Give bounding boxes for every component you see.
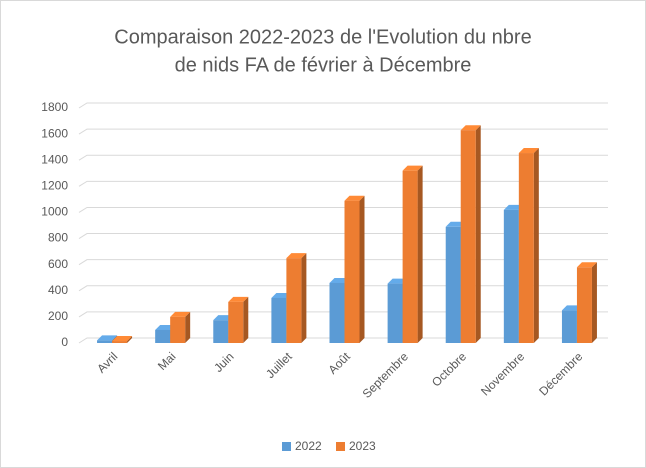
chart-title: de nids FA de février à Décembre: [175, 54, 472, 76]
bar: [402, 170, 418, 343]
bar-side: [185, 311, 191, 343]
y-tick-label: 1600: [41, 126, 68, 140]
y-tick-label: 400: [48, 283, 68, 297]
bar: [460, 130, 476, 343]
bar: [213, 320, 229, 343]
bar-side: [533, 148, 539, 343]
bar: [155, 329, 171, 343]
bar: [228, 301, 244, 343]
bar: [503, 209, 519, 343]
y-tick-label: 1200: [41, 179, 68, 193]
bar-top: [228, 296, 249, 302]
legend-label: 2022: [295, 439, 322, 453]
grid-line: [78, 311, 608, 318]
bar-top: [518, 148, 539, 154]
bar-side: [475, 125, 481, 343]
grid-line: [78, 337, 608, 344]
bar: [271, 297, 287, 343]
bar-top: [286, 253, 307, 259]
y-tick-label: 1000: [41, 205, 68, 219]
grid-line: [78, 128, 608, 135]
bar: [112, 341, 128, 343]
bar-top: [170, 311, 191, 317]
grid-line: [78, 285, 608, 292]
grid-line: [78, 102, 608, 109]
bar: [286, 258, 302, 343]
bar: [576, 267, 592, 343]
grid-line: [78, 180, 608, 187]
grid-line: [78, 259, 608, 266]
bar-top: [97, 335, 118, 341]
legend-label: 2023: [349, 439, 376, 453]
bar: [387, 283, 403, 343]
bar: [329, 282, 345, 343]
bar-side: [591, 262, 597, 343]
bar: [170, 316, 186, 343]
legend-swatch: [336, 442, 345, 451]
bar-side: [301, 253, 307, 343]
bar: [344, 200, 360, 343]
y-tick-label: 600: [48, 257, 68, 271]
y-tick-label: 0: [61, 335, 68, 349]
bar: [445, 226, 461, 343]
y-tick-label: 200: [48, 309, 68, 323]
y-tick-label: 800: [48, 231, 68, 245]
bar-top: [402, 165, 423, 171]
bar-side: [127, 336, 133, 343]
grid-line: [78, 233, 608, 239]
bar-top: [344, 195, 365, 201]
chart-title: Comparaison 2022-2023 de l'Evolution du …: [114, 26, 531, 48]
bar: [518, 153, 534, 343]
bar-top: [112, 336, 133, 342]
bar-side: [243, 296, 249, 343]
legend-swatch: [282, 442, 291, 451]
bar-top: [576, 262, 597, 268]
grid-line: [78, 154, 608, 161]
bar-top: [460, 125, 481, 131]
y-tick-label: 1400: [41, 152, 68, 166]
bar: [561, 310, 577, 343]
y-tick-label: 1800: [41, 100, 68, 114]
bar-side: [417, 165, 423, 343]
grid-line: [78, 206, 608, 213]
bar-side: [359, 195, 365, 343]
bar: [97, 340, 113, 343]
